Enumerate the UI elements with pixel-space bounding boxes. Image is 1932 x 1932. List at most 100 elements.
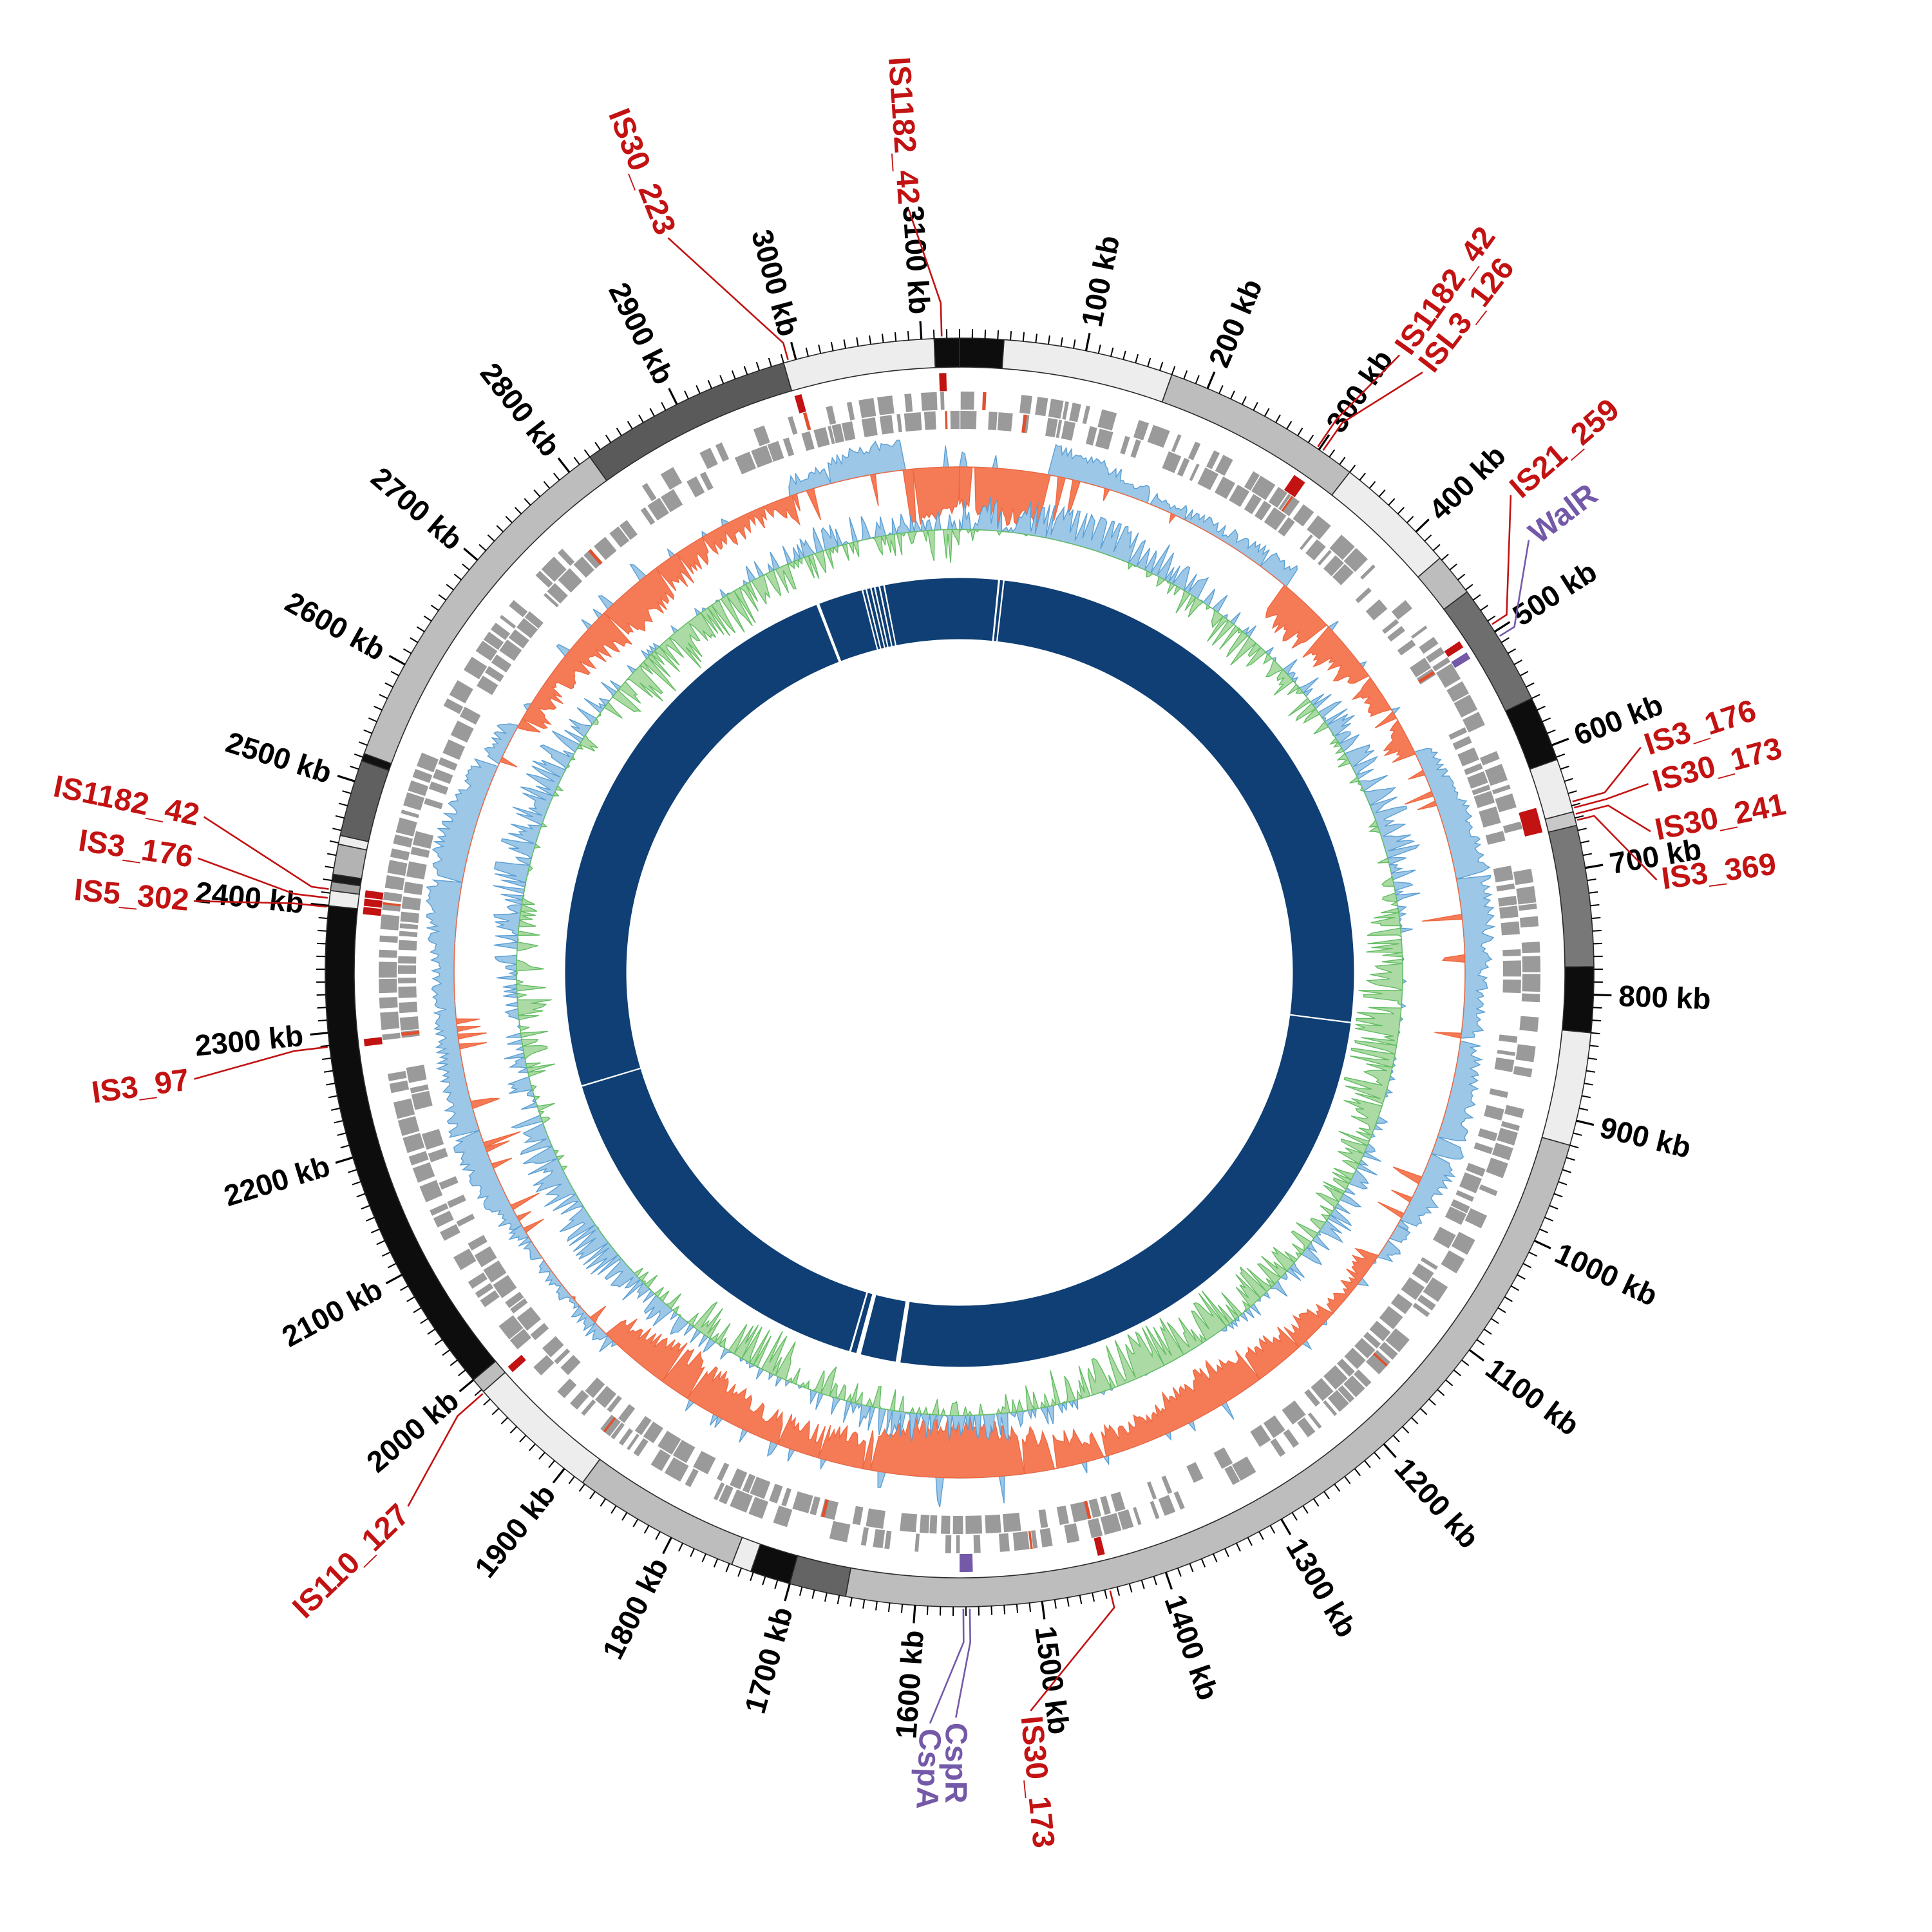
feature-leader-line xyxy=(203,816,329,890)
gene-block xyxy=(1504,1104,1524,1119)
minor-tick xyxy=(1476,1339,1485,1346)
gene-block xyxy=(393,834,413,848)
minor-tick xyxy=(496,525,504,533)
major-tick xyxy=(310,902,329,907)
gene-block xyxy=(1473,1142,1493,1155)
minor-tick xyxy=(338,802,348,807)
gene-block xyxy=(542,1336,564,1358)
gene-block xyxy=(379,949,397,958)
minor-tick xyxy=(519,1435,527,1443)
minor-tick xyxy=(1531,694,1540,699)
minor-tick xyxy=(875,1601,878,1611)
gene-block xyxy=(1250,1425,1271,1447)
major-tick xyxy=(385,1274,402,1285)
minor-tick xyxy=(774,1580,779,1589)
gene-block xyxy=(730,1489,753,1513)
minor-tick xyxy=(1329,449,1336,458)
feature-leader-line xyxy=(194,900,327,908)
gene-block xyxy=(1494,1057,1515,1072)
alignment-gap xyxy=(815,602,842,664)
gene-block xyxy=(877,395,895,415)
gene-block xyxy=(1390,1293,1413,1314)
gene-block xyxy=(417,752,439,773)
gene-block xyxy=(421,1129,444,1150)
gene-block xyxy=(541,556,567,582)
minor-tick xyxy=(894,332,897,342)
gene-block xyxy=(530,1323,549,1341)
feature-tick xyxy=(939,373,947,392)
gene-block xyxy=(1035,397,1048,417)
gene-block xyxy=(860,1527,869,1546)
minor-tick xyxy=(1507,648,1516,654)
minor-tick xyxy=(442,1349,450,1356)
gene-block xyxy=(1391,600,1412,620)
minor-tick xyxy=(335,815,345,819)
alignment-gap xyxy=(878,584,893,648)
gene-block xyxy=(516,1307,542,1331)
minor-tick xyxy=(1571,802,1581,807)
minor-tick xyxy=(1159,361,1164,371)
major-tick xyxy=(1593,993,1612,997)
gene-block xyxy=(410,1084,429,1094)
gene-block xyxy=(1323,555,1344,576)
gene-block xyxy=(748,1497,769,1519)
feature-leader-line xyxy=(1317,354,1401,448)
gene-block xyxy=(475,1283,494,1298)
gene-block xyxy=(509,1329,531,1350)
gene-block xyxy=(1019,395,1032,414)
gene-block xyxy=(1270,1438,1286,1457)
minor-tick xyxy=(1546,729,1556,734)
gene-block xyxy=(1307,515,1331,540)
gene-block xyxy=(1379,1305,1403,1330)
gene-block xyxy=(1002,1512,1021,1533)
gene-block xyxy=(813,427,830,448)
minor-tick xyxy=(1472,594,1481,601)
minor-tick xyxy=(990,1605,993,1615)
gene-block xyxy=(1224,1465,1240,1485)
gene-block xyxy=(866,1508,886,1529)
minor-tick xyxy=(1461,1359,1470,1367)
major-tick xyxy=(1576,1119,1595,1126)
minor-tick xyxy=(719,375,724,384)
gene-block xyxy=(753,425,770,446)
minor-tick xyxy=(818,345,822,354)
gene-block xyxy=(960,392,974,410)
gene-block xyxy=(1268,487,1288,508)
gene-block xyxy=(1498,896,1517,907)
alignment-gap xyxy=(865,587,882,650)
gene-block xyxy=(433,1210,454,1227)
gene-block xyxy=(1343,547,1368,573)
minor-tick xyxy=(1195,375,1200,384)
feature-leaders xyxy=(194,209,1658,1724)
gene-block xyxy=(1095,428,1113,450)
gene-block xyxy=(459,706,481,725)
minor-tick xyxy=(1297,428,1303,437)
minor-tick xyxy=(1528,1251,1538,1257)
minor-tick xyxy=(1374,1452,1381,1460)
gene-block xyxy=(1519,916,1539,928)
major-tick xyxy=(1164,1571,1173,1590)
gene-block xyxy=(397,1116,420,1136)
minor-tick xyxy=(462,564,470,571)
gene-block xyxy=(1039,1528,1053,1548)
minor-tick xyxy=(1593,942,1603,945)
gene-block xyxy=(570,1390,589,1410)
gene-block xyxy=(1426,647,1445,663)
gene-block xyxy=(1479,1184,1498,1197)
gene-highlight xyxy=(1028,1531,1033,1549)
minor-tick xyxy=(1128,1583,1133,1593)
minor-tick xyxy=(416,626,425,632)
minor-tick xyxy=(1553,1193,1563,1198)
alignment-gap xyxy=(895,1300,910,1364)
gene-block xyxy=(1365,599,1388,621)
gene-block xyxy=(730,1468,748,1490)
minor-tick xyxy=(1241,396,1247,405)
gc-content-inward xyxy=(575,1184,1344,1417)
minor-tick xyxy=(390,670,399,677)
feature-tick-ring xyxy=(363,373,1543,1572)
gene-block xyxy=(801,431,815,451)
gene-block xyxy=(1323,1365,1348,1390)
gene-block xyxy=(719,1484,734,1504)
gene-block xyxy=(499,639,522,661)
gene-block xyxy=(1379,1341,1398,1360)
